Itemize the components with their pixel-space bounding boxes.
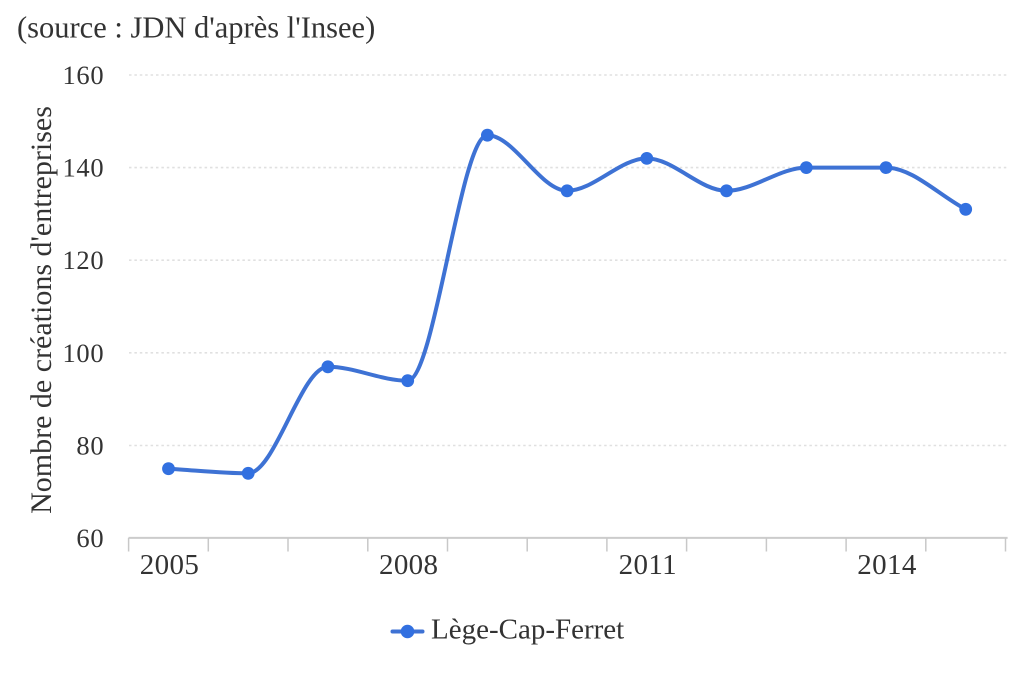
svg-text:100: 100 [62, 338, 104, 368]
svg-text:2011: 2011 [619, 549, 677, 581]
svg-text:2014: 2014 [857, 549, 917, 581]
svg-text:2008: 2008 [379, 549, 438, 581]
svg-text:Nombre de créations d'entrepri: Nombre de créations d'entreprises [25, 106, 58, 514]
svg-text:80: 80 [76, 431, 104, 461]
svg-text:60: 60 [76, 523, 104, 553]
svg-text:140: 140 [62, 153, 104, 183]
svg-text:(source : JDN d'après l'Insee): (source : JDN d'après l'Insee) [17, 11, 375, 45]
svg-text:120: 120 [62, 245, 104, 275]
svg-text:Lège-Cap-Ferret: Lège-Cap-Ferret [431, 614, 624, 646]
svg-text:2005: 2005 [140, 549, 199, 581]
svg-text:160: 160 [62, 60, 104, 90]
